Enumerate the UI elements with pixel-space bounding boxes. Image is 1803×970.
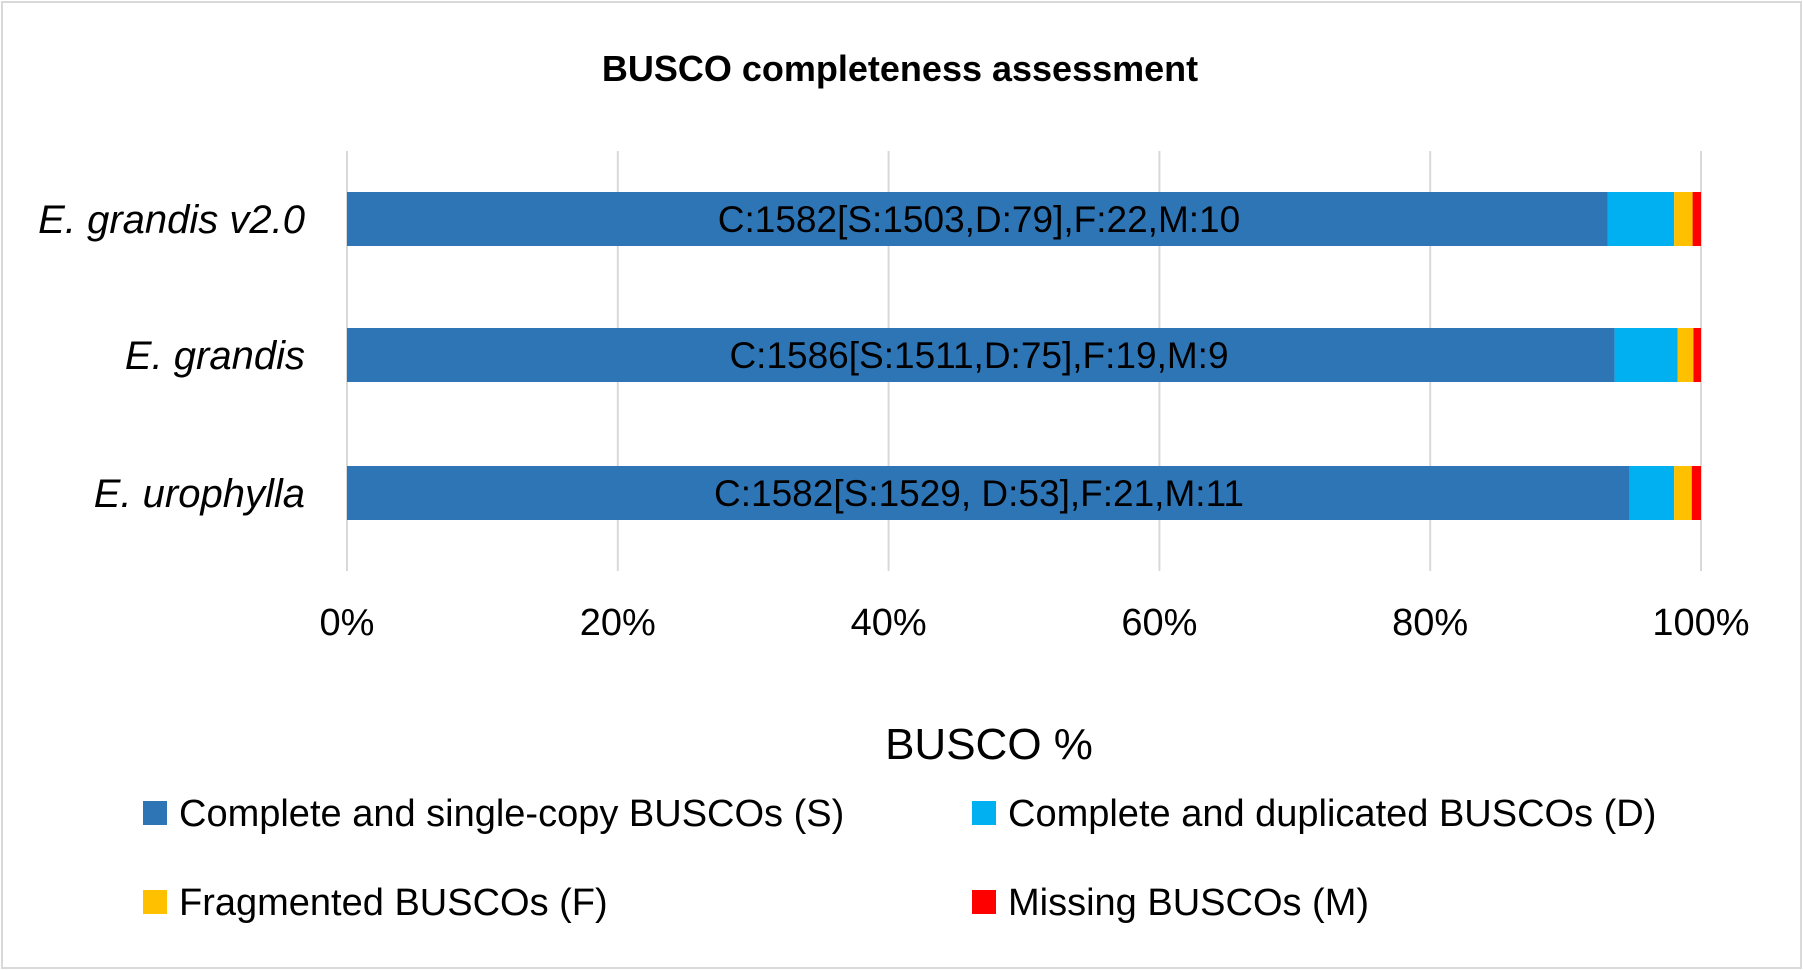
- category-labels: E. grandis v2.0 E. grandis E. urophylla: [38, 198, 305, 516]
- bar-segment-1: [347, 466, 1630, 520]
- legend-swatch: [143, 801, 167, 825]
- legend-label: Complete and duplicated BUSCOs (D): [1008, 793, 1656, 835]
- category-label: E. grandis: [125, 334, 305, 378]
- bar-segment-4: [1691, 466, 1701, 520]
- category-label: E. urophylla: [94, 472, 305, 516]
- bar-segment-1: [347, 328, 1615, 382]
- chart-title: BUSCO completeness assessment: [602, 48, 1198, 89]
- legend-label: Complete and single-copy BUSCOs (S): [179, 793, 844, 835]
- bar-segment-2: [1629, 466, 1675, 520]
- data-label: C:1586[S:1511,D:75],F:19,M:9: [729, 335, 1228, 376]
- legend-label: Missing BUSCOs (M): [1008, 882, 1369, 924]
- bars: [347, 192, 1701, 520]
- x-tick-label: 20%: [580, 602, 656, 644]
- legend: Complete and single-copy BUSCOs (S) Compl…: [143, 793, 1656, 924]
- bar-segment-1: [347, 192, 1608, 246]
- legend-swatch: [972, 890, 996, 914]
- bar-segment-3: [1677, 328, 1694, 382]
- x-tick-label: 0%: [320, 602, 375, 644]
- bar-segment-4: [1693, 328, 1701, 382]
- bar-segment-2: [1607, 192, 1675, 246]
- legend-swatch: [972, 801, 996, 825]
- legend-swatch: [143, 890, 167, 914]
- bar-segment-3: [1674, 192, 1693, 246]
- x-tick-labels: 0% 20% 40% 60% 80% 100%: [320, 602, 1750, 644]
- bar-segment-4: [1692, 192, 1701, 246]
- x-tick-label: 60%: [1121, 602, 1197, 644]
- bar-segment-3: [1674, 466, 1692, 520]
- x-tick-label: 100%: [1652, 602, 1749, 644]
- data-label: C:1582[S:1529, D:53],F:21,M:11: [714, 473, 1244, 514]
- data-labels: C:1582[S:1503,D:79],F:22,M:10 C:1586[S:15…: [714, 199, 1244, 514]
- x-tick-label: 80%: [1392, 602, 1468, 644]
- busco-chart: BUSCO completeness assessment C:1582[S:1…: [38, 48, 1750, 924]
- bar-segment-2: [1614, 328, 1678, 382]
- x-tick-label: 40%: [851, 602, 927, 644]
- category-label: E. grandis v2.0: [38, 198, 305, 242]
- data-label: C:1582[S:1503,D:79],F:22,M:10: [718, 199, 1240, 240]
- legend-label: Fragmented BUSCOs (F): [179, 882, 608, 924]
- x-axis-title: BUSCO %: [885, 720, 1093, 769]
